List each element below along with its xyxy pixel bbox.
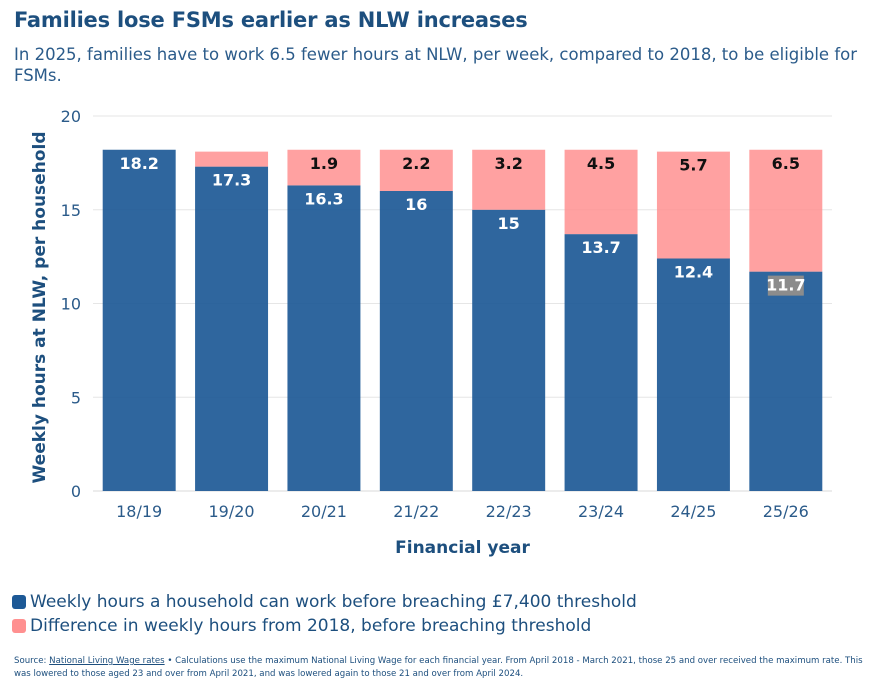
bar-difference-19/20 <box>195 151 269 167</box>
data-label-difference: 6.5 <box>772 154 800 173</box>
bar-hours-20/21 <box>287 185 361 491</box>
legend-label-hours: Weekly hours a household can work before… <box>30 592 637 612</box>
data-label-difference: 2.2 <box>402 154 430 173</box>
data-label-hours: 17.3 <box>212 171 251 190</box>
x-tick-label: 19/20 <box>209 502 255 521</box>
stacked-bar-chart: 0 5 10 15 20 18.2 18/19 17.3 19/20 16.3 1.9 20/21 16… <box>30 107 832 558</box>
x-tick-label: 25/26 <box>763 502 809 521</box>
y-tick-label: 20 <box>61 107 81 126</box>
y-tick-label: 0 <box>71 482 81 501</box>
data-label-hours: 16 <box>405 195 427 214</box>
x-axis-title: Financial year <box>395 538 530 558</box>
data-label-hours: 11.7 <box>766 276 805 295</box>
data-label-hours: 12.4 <box>674 263 713 282</box>
data-label-hours: 15 <box>498 214 520 233</box>
bar-hours-21/22 <box>379 191 453 491</box>
source-link[interactable]: National Living Wage rates <box>49 656 165 666</box>
data-label-hours: 16.3 <box>304 189 343 208</box>
x-tick-label: 20/21 <box>301 502 347 521</box>
chart-title: Families lose FSMs earlier as NLW increa… <box>14 8 528 32</box>
legend-swatch-difference <box>12 619 26 633</box>
legend-item-hours[interactable]: Weekly hours a household can work before… <box>12 590 872 614</box>
bar-hours-25/26 <box>749 271 823 491</box>
data-label-highlight <box>767 275 804 296</box>
footnote-text: • Calculations use the maximum National … <box>14 656 863 679</box>
bar-hours-24/25 <box>656 258 730 491</box>
data-label-hours: 13.7 <box>581 238 620 257</box>
legend: Weekly hours a household can work before… <box>12 590 872 638</box>
bar-difference-20/21 <box>287 149 361 186</box>
bar-hours-18/19 <box>102 149 176 491</box>
data-label-difference: 3.2 <box>495 154 523 173</box>
y-axis-title: Weekly hours at NLW, per household <box>30 132 50 484</box>
legend-swatch-hours <box>12 595 26 609</box>
data-label-difference: 5.7 <box>679 156 707 175</box>
data-label-difference: 1.9 <box>310 154 338 173</box>
footnote: Source: National Living Wage rates • Cal… <box>14 655 864 681</box>
legend-item-difference[interactable]: Difference in weekly hours from 2018, be… <box>12 614 872 638</box>
data-label-difference: 4.5 <box>587 154 615 173</box>
y-tick-label: 15 <box>61 201 81 220</box>
bar-hours-23/24 <box>564 234 638 491</box>
legend-label-difference: Difference in weekly hours from 2018, be… <box>30 616 592 636</box>
x-tick-label: 23/24 <box>578 502 624 521</box>
source-label: Source: <box>14 656 47 666</box>
bar-difference-23/24 <box>564 149 638 235</box>
data-label-hours: 18.2 <box>119 154 158 173</box>
bar-difference-21/22 <box>379 149 453 191</box>
chart-subtitle: In 2025, families have to work 6.5 fewer… <box>14 45 858 85</box>
x-tick-label: 18/19 <box>116 502 162 521</box>
bar-hours-22/23 <box>472 209 546 491</box>
y-tick-label: 10 <box>61 295 81 314</box>
bar-difference-25/26 <box>749 149 823 272</box>
x-tick-label: 21/22 <box>393 502 439 521</box>
bar-hours-19/20 <box>195 166 269 491</box>
y-tick-label: 5 <box>71 388 81 407</box>
x-tick-label: 22/23 <box>486 502 532 521</box>
x-tick-label: 24/25 <box>670 502 716 521</box>
bar-difference-22/23 <box>472 149 546 210</box>
bar-difference-24/25 <box>656 151 730 259</box>
